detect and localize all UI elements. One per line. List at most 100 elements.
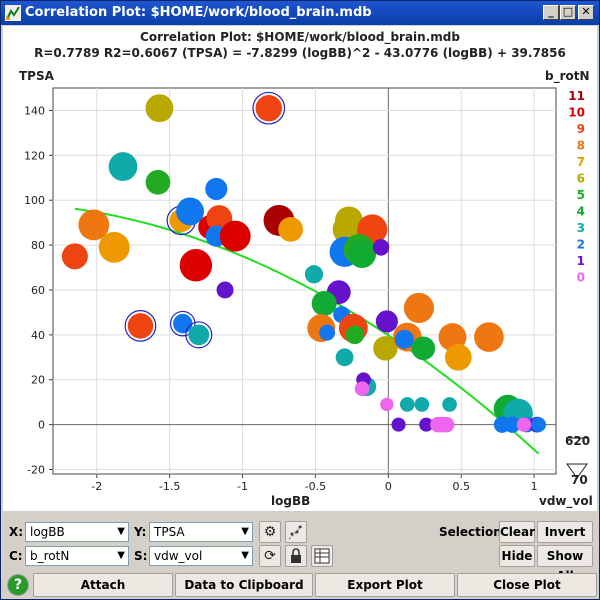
table-button[interactable] [311,545,333,567]
selected-point-ring [169,310,196,337]
selected-point-ring [124,310,157,342]
data-point [188,324,210,346]
x-axis-label: logBB [271,494,311,508]
data-point [216,281,234,299]
chevron-down-icon: ▼ [117,550,125,561]
y-tick-label: 40 [31,329,45,342]
maximize-button[interactable]: □ [560,5,576,20]
data-point [179,249,213,282]
hide-button[interactable]: Hide [499,545,535,567]
data-point [372,239,390,256]
help-icon: ? [13,577,23,593]
legend-entry: 2 [577,238,585,252]
size-field-value: vdw_vol [154,549,203,563]
fit-line-button[interactable] [285,521,307,543]
data-point [345,325,365,345]
data-point [399,397,415,412]
data-point [516,417,532,432]
legend-entry: 8 [577,139,585,153]
x-label: X: [9,525,24,539]
plot-subtitle: R=0.7789 R2=0.6067 (TPSA) = -7.8299 (log… [34,46,566,60]
chevron-down-icon: ▼ [241,550,249,561]
help-button[interactable]: ? [7,574,29,596]
y-tick-label: 60 [31,284,45,297]
x-field-value: logBB [30,525,65,539]
legend-entry: 7 [577,155,585,169]
data-point [304,265,324,284]
x-field-select[interactable]: logBB ▼ [25,522,129,542]
legend-entry: 9 [577,122,585,136]
selection-label: Selection: [439,525,507,539]
lock-icon [291,548,301,563]
y-field-select[interactable]: TPSA ▼ [149,522,253,542]
clear-selection-button[interactable]: Clear [499,521,535,543]
selected-point-ring [185,321,213,349]
data-point [394,329,414,349]
legend-entry: 10 [568,106,585,120]
gear-icon: ⚙ [263,524,277,540]
data-point [411,336,436,361]
lock-button[interactable] [285,545,307,567]
title-bar[interactable]: Correlation Plot: $HOME/work/blood_brain… [1,1,599,25]
size-legend-wedge [566,463,588,479]
refresh-button[interactable]: ⟳ [259,545,281,567]
data-point [278,217,304,242]
data-point [176,197,205,226]
chevron-down-icon: ▼ [241,526,249,537]
color-field-select[interactable]: b_rotN ▼ [25,546,129,566]
plot-area[interactable]: Correlation Plot: $HOME/work/blood_brain… [3,26,597,511]
legend-entry: 11 [568,89,585,103]
legend-entry: 1 [577,254,585,268]
attach-button[interactable]: Attach [33,573,173,597]
close-plot-button[interactable]: Close Plot [457,573,597,597]
scatter-chart[interactable]: -2 -1.5 -1 -0.5 0 0.5 1-2002040608010012014011… [3,26,597,511]
data-point [474,322,504,352]
data-point [145,94,174,123]
data-point [373,336,398,361]
data-point [108,152,138,181]
y-tick-label: 20 [31,374,45,387]
y-tick-label: 100 [24,194,45,207]
x-tick-label: 0.5 [452,480,470,493]
chevron-down-icon: ▼ [117,526,125,537]
invert-selection-button[interactable]: Invert [537,521,593,543]
x-tick-label: -0.5 [305,480,326,493]
refresh-icon: ⟳ [264,548,276,564]
data-point [391,417,406,432]
y-tick-label: 140 [24,104,45,117]
data-point [403,292,434,323]
size-legend-min: 70 [571,473,588,487]
legend-entry: 0 [577,271,585,285]
x-tick-label: -1 [237,480,248,493]
y-tick-label: 80 [31,239,45,252]
y-label: Y: [134,525,147,539]
app-icon [5,5,21,21]
settings-button[interactable]: ⚙ [259,521,281,543]
data-point [319,324,336,341]
size-legend-title: vdw_vol [539,494,593,508]
data-point [205,177,228,201]
size-field-select[interactable]: vdw_vol ▼ [149,546,253,566]
data-point [375,310,398,333]
show-all-button[interactable]: Show All [537,545,593,583]
export-plot-button[interactable]: Export Plot [315,573,455,597]
size-legend-max: 620 [565,434,591,448]
data-to-clipboard-button[interactable]: Data to Clipboard [175,573,313,597]
data-point [348,240,377,269]
data-point [78,209,110,241]
legend-entry: 6 [577,172,585,186]
data-point [444,343,472,371]
data-point [414,397,430,412]
x-tick-label: 1 [531,480,538,493]
minimize-button[interactable]: _ [543,5,559,20]
data-point [311,290,337,316]
table-icon [314,548,330,564]
x-tick-label: -1.5 [159,480,180,493]
data-point [438,416,455,433]
legend-entry: 3 [577,221,585,235]
data-point [255,94,283,122]
close-button[interactable]: ✕ [578,5,594,20]
plot-title: Correlation Plot: $HOME/work/blood_brain… [140,30,460,44]
data-point [354,381,370,397]
